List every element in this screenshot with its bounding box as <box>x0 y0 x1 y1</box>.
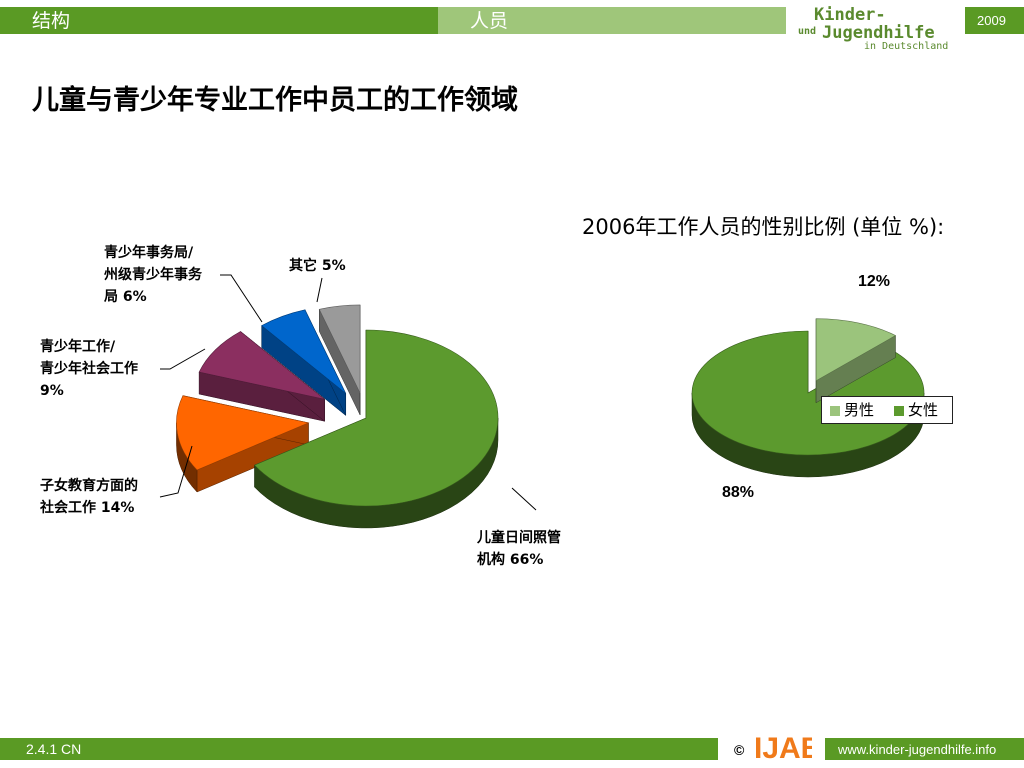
gender-legend: 男性 女性 <box>821 396 953 424</box>
year-badge <box>965 7 1024 34</box>
gender-chart-title: 2006年工作人员的性别比例 (单位 %): <box>582 215 945 239</box>
slice-daycare <box>254 329 499 529</box>
year-label: 2009 <box>977 13 1006 28</box>
gender-pie <box>691 318 925 478</box>
copyright-symbol: © <box>734 742 745 758</box>
footer-bar-left <box>0 738 718 760</box>
slice-parenting-social-work <box>176 395 310 493</box>
slice-parenting-social-work-label-line-0: 子女教育方面的 <box>40 477 138 494</box>
legend-label-female: 女性 <box>908 401 939 419</box>
male-percent-label: 12% <box>858 273 890 290</box>
slice-youth-work-top <box>198 331 325 400</box>
slice-youth-office-label-line-1: 州级青少年事务 <box>103 266 203 283</box>
slice-daycare-top <box>254 329 499 507</box>
slice-youth-work <box>198 330 325 422</box>
ijab-logo: IJAB <box>754 732 812 765</box>
slice-youth-office-leader-line <box>220 274 263 323</box>
slice-parenting-social-work-label-line-1: 社会工作 14% <box>39 499 134 516</box>
svg-text:Jugendhilfe: Jugendhilfe <box>822 23 935 43</box>
svg-text:Kinder-: Kinder- <box>814 5 886 25</box>
slice-youth-office-label-line-0: 青少年事务局/ <box>104 244 194 261</box>
slice-other-leader-line <box>316 277 323 303</box>
slice-parenting-social-work-top <box>176 395 310 471</box>
slice-daycare-label-line-0: 儿童日间照管 <box>476 529 561 546</box>
header-bar-left <box>0 7 438 34</box>
slice-youth-office-top <box>261 309 347 394</box>
svg-text:IJAB: IJAB <box>754 732 812 765</box>
legend-swatch-male <box>830 406 840 416</box>
svg-text:und: und <box>798 26 816 37</box>
slice-youth-work-leader-line <box>160 348 206 370</box>
header-bar-right <box>438 7 786 34</box>
slice-youth-work-label-line-0: 青少年工作/ <box>40 338 116 355</box>
slice-other-label-line-0: 其它 5% <box>289 257 346 274</box>
slice-youth-work-label-line-2: 9% <box>40 383 64 399</box>
slide-code: 2.4.1 CN <box>26 741 82 757</box>
slice-male-top <box>815 318 897 382</box>
slice-youth-work-label-line-1: 青少年社会工作 <box>40 360 138 377</box>
female-percent-label: 88% <box>722 484 754 501</box>
footer-url[interactable]: www.kinder-jugendhilfe.info <box>838 742 997 757</box>
legend-swatch-female <box>894 406 904 416</box>
slice-male <box>815 318 897 404</box>
slice-youth-office-label-line-2: 局 6% <box>104 289 147 305</box>
subsection-label: 人员 <box>470 10 509 32</box>
slice-other-top <box>318 304 361 394</box>
slice-parenting-social-work-leader-line <box>159 445 193 498</box>
svg-text:in Deutschland: in Deutschland <box>864 41 948 52</box>
slice-youth-office <box>261 309 347 416</box>
slice-daycare-label-line-1: 机构 66% <box>477 551 543 568</box>
work-field-pie <box>176 304 499 529</box>
slice-daycare-leader-line <box>511 487 537 511</box>
page-title: 儿童与青少年专业工作中员工的工作领域 <box>32 85 518 116</box>
kinder-jugendhilfe-logo: Kinder- und Jugendhilfe in Deutschland <box>798 5 948 52</box>
slice-other <box>318 304 361 416</box>
section-label: 结构 <box>32 10 71 32</box>
footer-bar-right <box>825 738 1024 760</box>
legend-label-male: 男性 <box>844 401 875 419</box>
